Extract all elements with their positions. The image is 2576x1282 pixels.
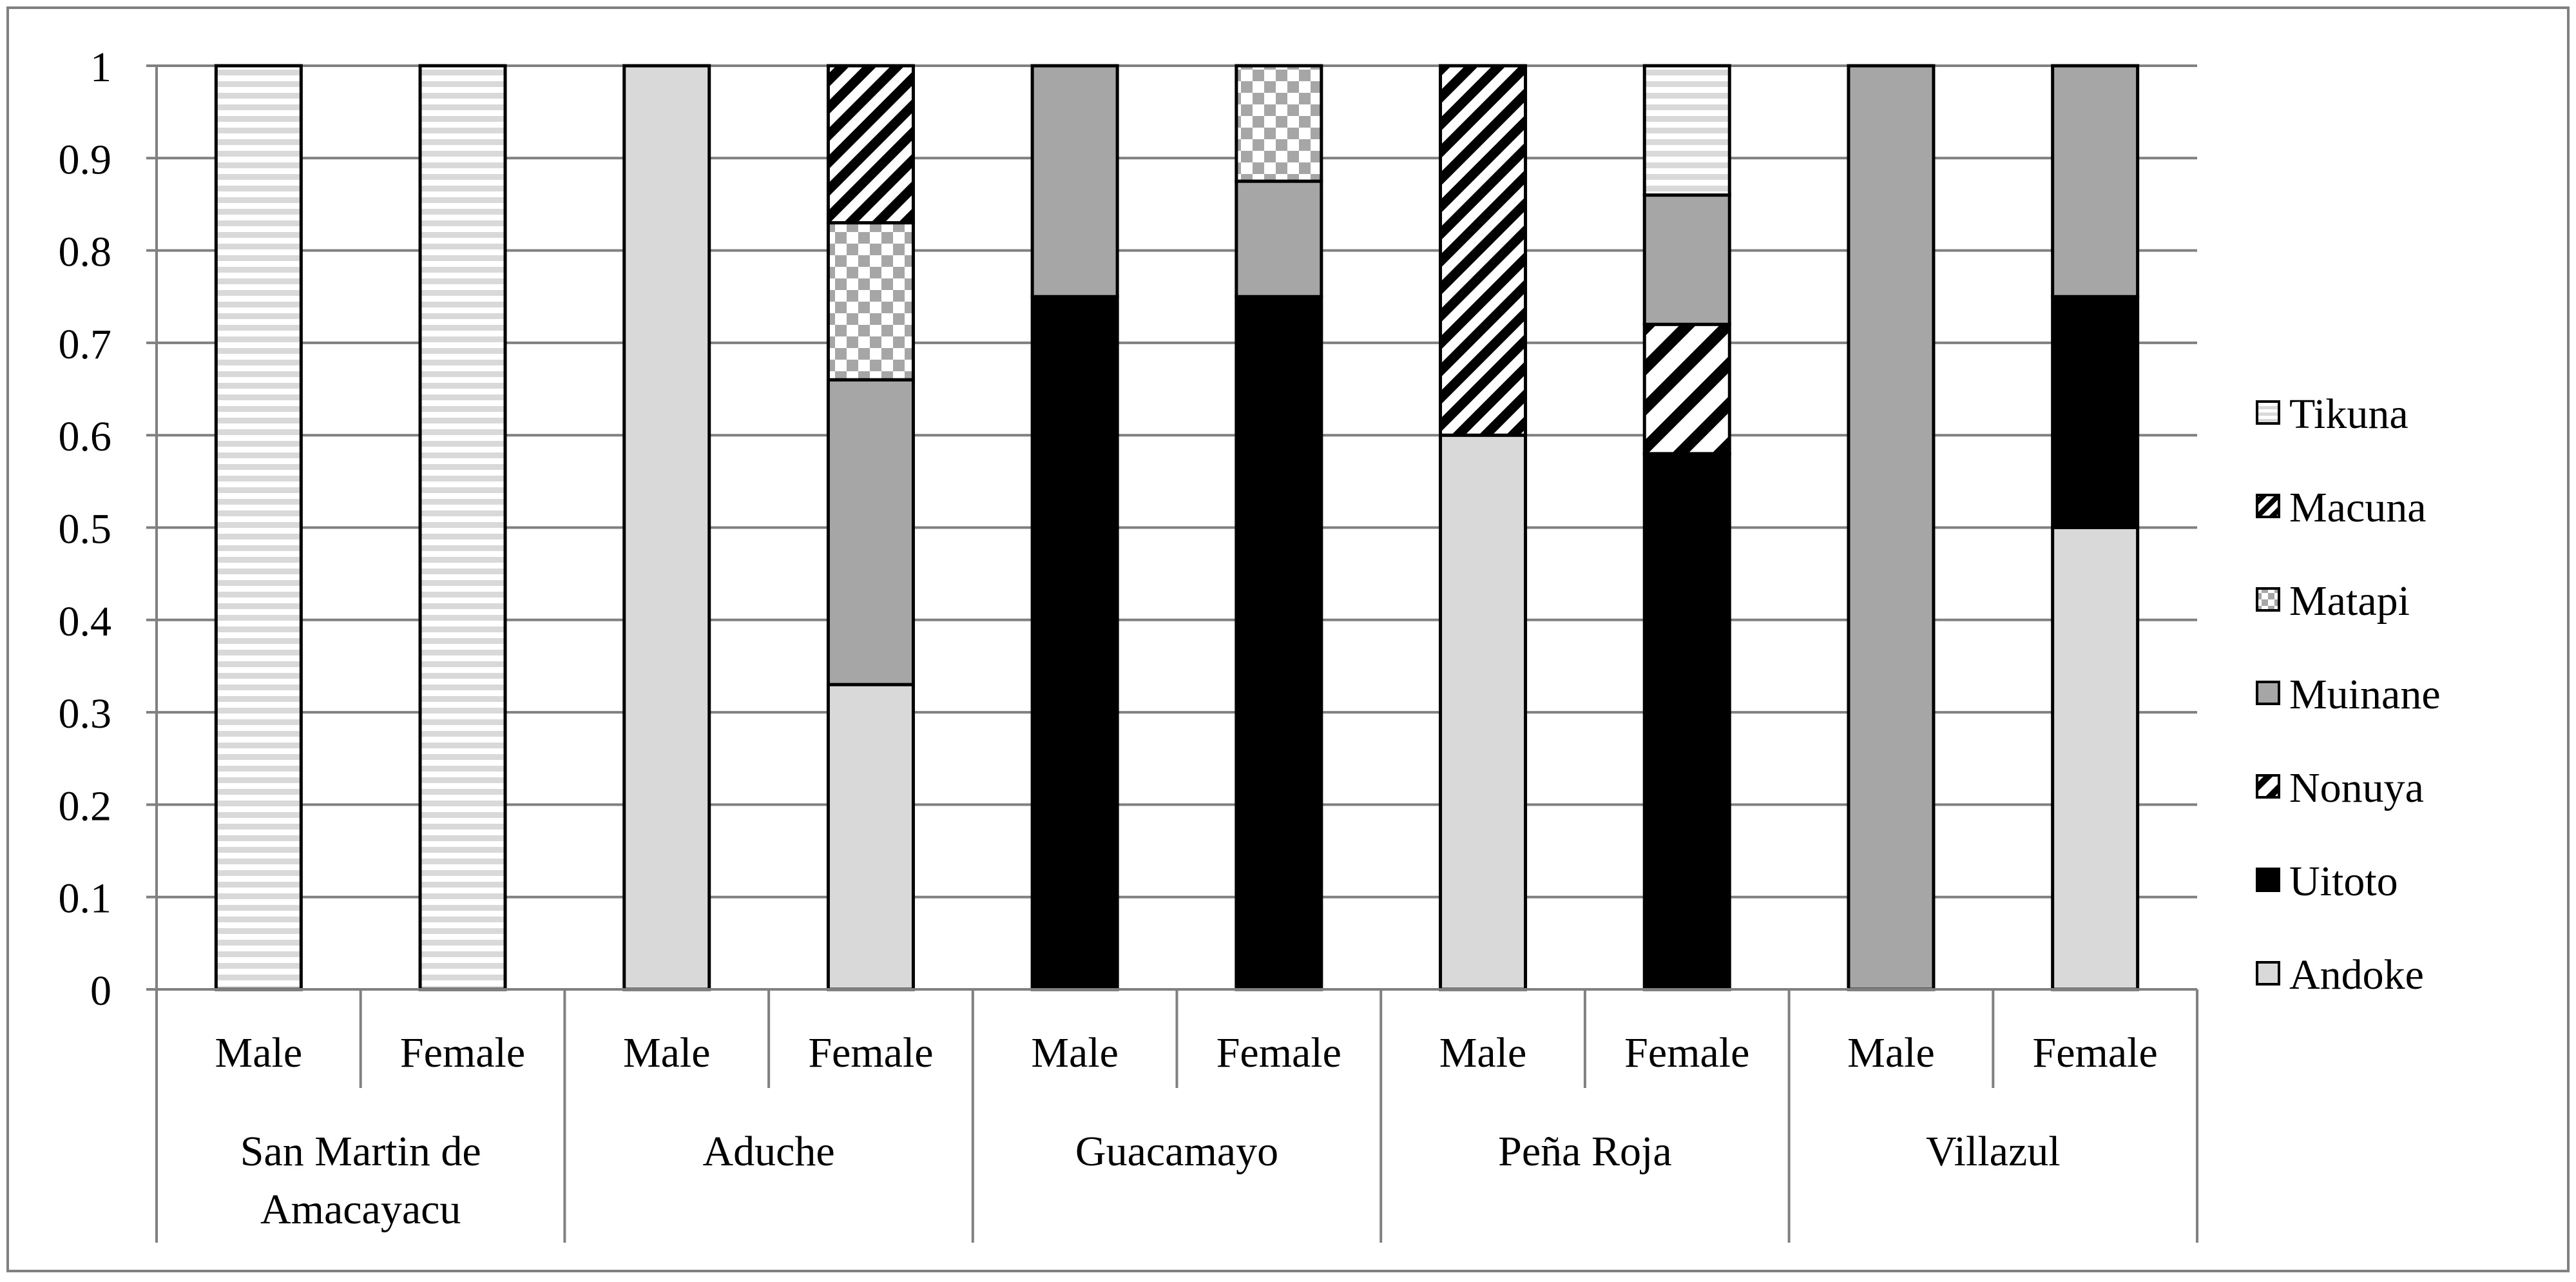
x-category-label: Female <box>1216 1029 1341 1076</box>
x-category-label: Male <box>1031 1029 1119 1076</box>
legend-swatch-macuna <box>2256 494 2280 518</box>
bar-segment-nonuya <box>1642 322 1731 456</box>
y-tick-label: 0.5 <box>59 506 112 553</box>
x-category-label: Male <box>215 1029 303 1076</box>
legend-label: Uitoto <box>2289 858 2398 905</box>
y-tick-label: 0.9 <box>59 136 112 183</box>
axes: 0 0.1 0.2 0.3 0.4 0.5 0.6 0.7 0.8 0.9 1 Male Female M… <box>59 44 2198 1243</box>
bar-segment-muinane <box>826 378 915 686</box>
x-group-label: San Martin de Amacayacu <box>240 1128 481 1233</box>
x-category-label: Male <box>623 1029 711 1076</box>
bar-segment-uitoto <box>2051 295 2140 529</box>
bar-segment-tikuna <box>214 64 303 991</box>
y-tick-label: 0.6 <box>59 413 112 460</box>
bar-segment-uitoto <box>1030 295 1119 991</box>
bar-segment-uitoto <box>1642 452 1731 991</box>
bar-segment-uitoto <box>1235 295 1323 991</box>
y-tick-label: 0.8 <box>59 229 112 276</box>
x-category-label: Male <box>1847 1029 1935 1076</box>
x-category-label: Female <box>1624 1029 1749 1076</box>
legend-label: Macuna <box>2289 484 2427 531</box>
y-tick-label: 1 <box>90 44 111 91</box>
legend-swatch-andoke <box>2256 961 2280 986</box>
y-tick-label: 0 <box>90 967 111 1015</box>
legend-label: Matapi <box>2289 578 2410 625</box>
x-group-label: Guacamayo <box>1075 1128 1278 1175</box>
x-group-label: Peña Roja <box>1498 1128 1671 1175</box>
y-tick-label: 0.7 <box>59 321 112 368</box>
legend-swatch-uitoto <box>2256 868 2280 892</box>
bar-segment-macuna <box>826 64 915 225</box>
y-tick-label: 0.1 <box>59 875 112 922</box>
legend-label: Tikuna <box>2289 391 2408 438</box>
bar-segment-muinane <box>1235 179 1323 298</box>
bar-segment-matapi <box>1235 64 1323 183</box>
x-category-label: Male <box>1439 1029 1527 1076</box>
legend-label: Nonuya <box>2289 764 2424 811</box>
legend-label: Muinane <box>2289 671 2441 718</box>
bar-segment-muinane <box>2051 64 2140 298</box>
bar-segment-andoke <box>1439 433 1528 991</box>
bar-segment-andoke <box>826 683 915 991</box>
x-group-label: Villazul <box>1926 1128 2061 1175</box>
bars <box>214 64 2140 991</box>
bar-segment-andoke <box>622 64 711 991</box>
y-tick-label: 0.2 <box>59 782 112 830</box>
y-tick-label: 0.3 <box>59 690 112 737</box>
legend-swatch-tikuna <box>2256 400 2280 425</box>
legend-swatch-muinane <box>2256 681 2280 705</box>
bar-segment-muinane <box>1847 64 1936 991</box>
bar-segment-matapi <box>826 221 915 382</box>
bar-segment-tikuna <box>1642 64 1731 197</box>
bar-segment-tikuna <box>418 64 507 991</box>
x-group-label: Aduche <box>702 1128 834 1175</box>
legend: Tikuna Macuna Matapi Muinane Nonuya Uitoto And… <box>2256 391 2441 998</box>
legend-swatch-matapi <box>2256 587 2280 612</box>
bar-segment-macuna <box>1439 64 1528 437</box>
bar-segment-muinane <box>1642 193 1731 326</box>
legend-swatch-nonuya <box>2256 774 2280 799</box>
bar-segment-muinane <box>1030 64 1119 298</box>
legend-label: Andoke <box>2289 951 2424 998</box>
x-category-label: Female <box>400 1029 525 1076</box>
x-category-label: Female <box>808 1029 933 1076</box>
bar-segment-andoke <box>2051 526 2140 991</box>
y-tick-label: 0.4 <box>59 598 112 645</box>
x-category-label: Female <box>2033 1029 2158 1076</box>
